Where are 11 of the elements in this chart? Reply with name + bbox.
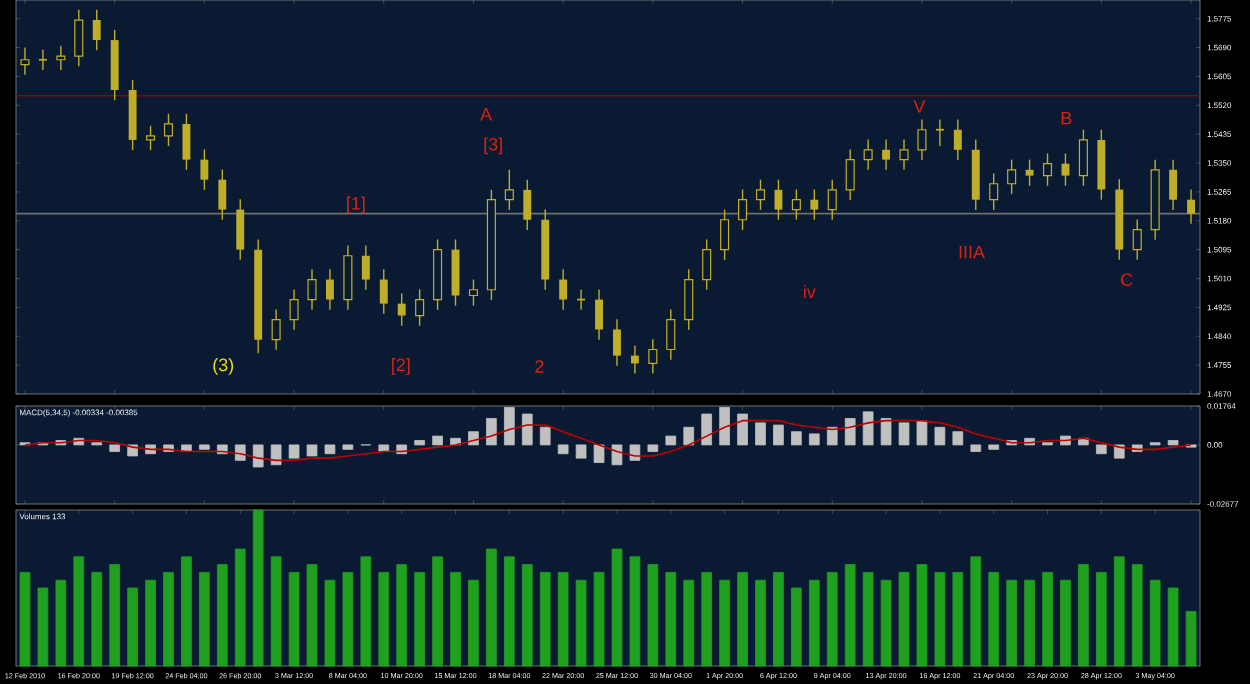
annotation: V — [913, 100, 926, 113]
annotation: 2 — [535, 360, 544, 373]
annotation: (3) — [213, 358, 234, 375]
annotation: [3] — [484, 137, 502, 155]
annotation: [2] — [392, 358, 410, 375]
annotation: IIIA — [959, 245, 985, 259]
annotation: C — [1121, 273, 1133, 287]
annotation: iv — [804, 285, 816, 299]
annotation: [1] — [347, 196, 365, 214]
annotation: B — [1061, 112, 1072, 125]
annotation: A — [480, 108, 493, 121]
